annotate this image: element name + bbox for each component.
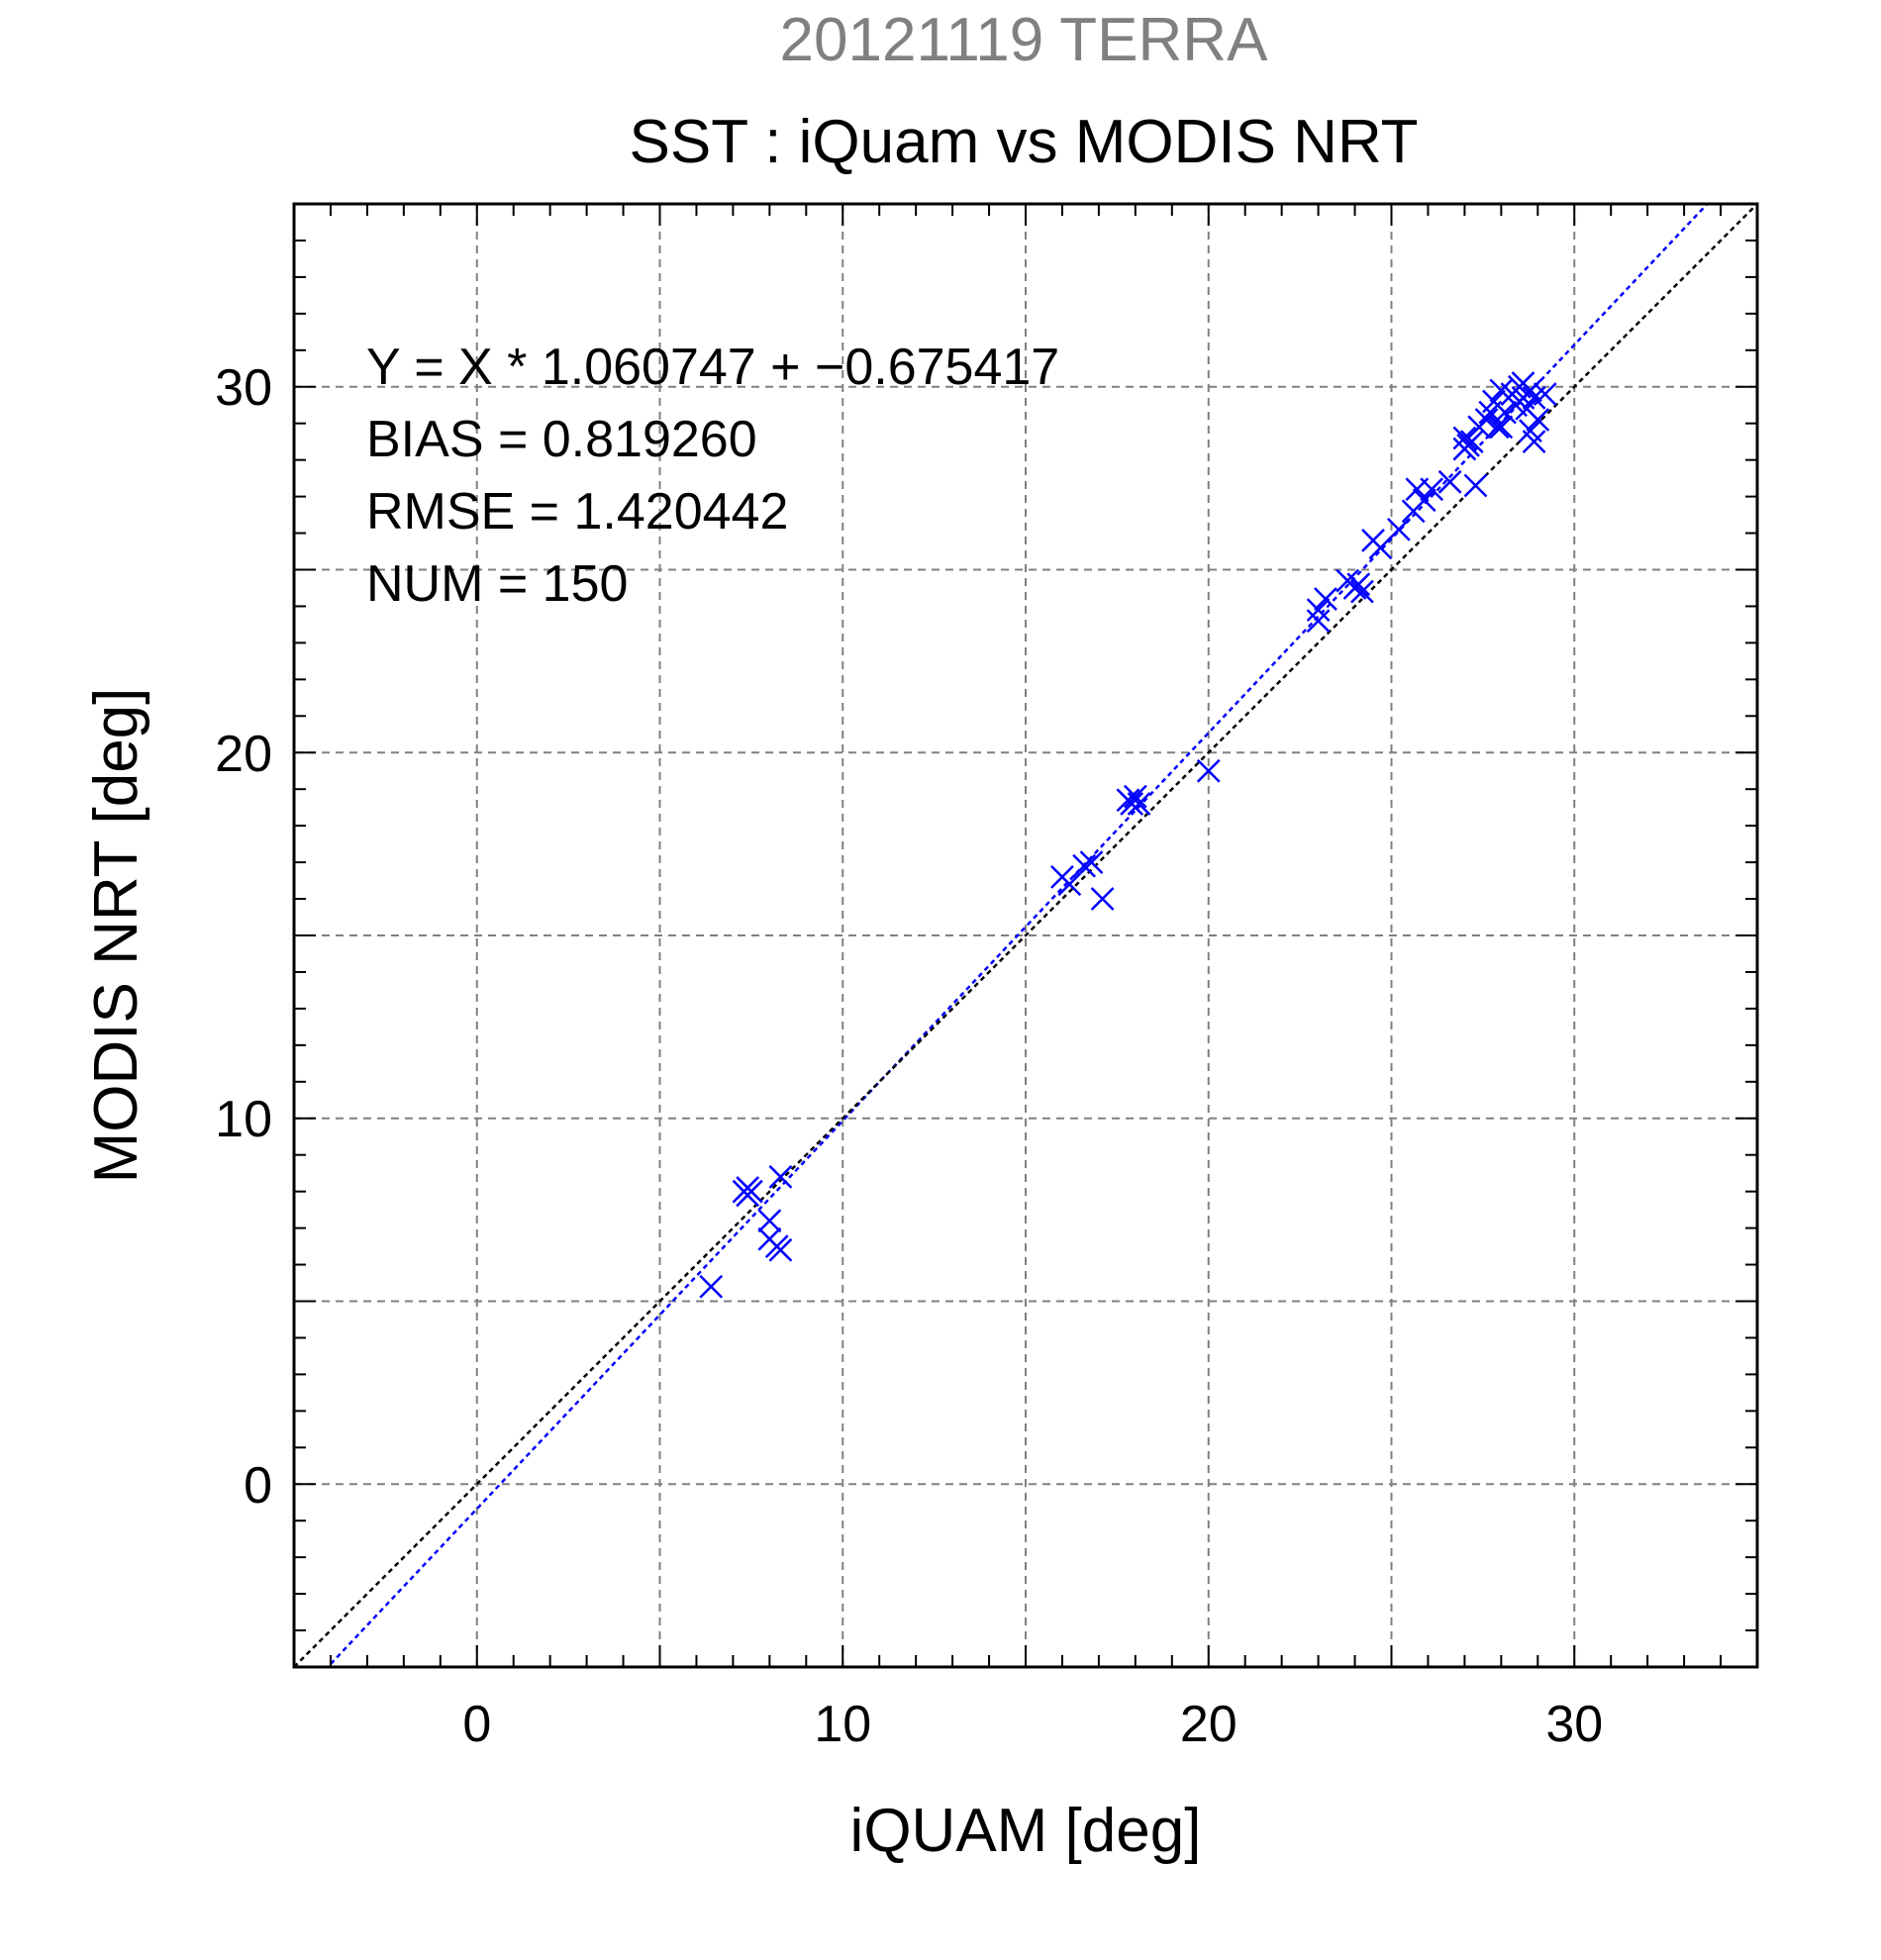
x-tick-label: 0: [462, 1696, 491, 1753]
minor-ticks: [293, 203, 1758, 1668]
stat-bias: BIAS = 0.819260: [366, 411, 757, 468]
x-tick-label: 10: [814, 1696, 871, 1753]
x-tick-label: 20: [1180, 1696, 1238, 1753]
data-point: [1420, 477, 1444, 502]
data-point: [1120, 792, 1144, 816]
y-tick-label: 20: [215, 726, 272, 783]
data-point: [1057, 872, 1082, 897]
data-point: [1485, 415, 1510, 440]
data-point: [1478, 400, 1503, 425]
data-point: [1350, 579, 1374, 604]
data-point: [757, 1209, 782, 1233]
y-tick-label: 30: [215, 359, 272, 417]
x-tick-label: 30: [1545, 1696, 1603, 1753]
data-point: [1368, 536, 1393, 560]
data-point: [736, 1183, 760, 1208]
data-point: [1346, 572, 1371, 597]
data-point: [1511, 371, 1535, 395]
y-tick-labels: 0 10 20 30: [215, 359, 272, 1515]
data-points: [699, 371, 1557, 1299]
data-point: [1412, 488, 1436, 513]
data-point: [1090, 887, 1115, 911]
data-point: [1306, 609, 1331, 634]
data-point: [1079, 850, 1104, 874]
y-tick-label: 0: [244, 1457, 272, 1515]
data-point: [1123, 784, 1147, 809]
data-point: [1474, 408, 1499, 432]
data-point: [1452, 426, 1477, 450]
data-point: [1196, 758, 1221, 783]
chart-title: SST : iQuam vs MODIS NRT: [630, 108, 1419, 176]
y-axis-label: MODIS NRT [deg]: [82, 688, 150, 1184]
x-tick-labels: 0 10 20 30: [462, 1696, 1603, 1753]
data-point: [1437, 469, 1462, 494]
chart-subtitle: 20121119 TERRA: [780, 6, 1269, 74]
stat-num: NUM = 150: [366, 555, 628, 613]
data-point: [1533, 382, 1557, 407]
y-tick-label: 10: [215, 1091, 272, 1148]
identity-line: [294, 204, 1757, 1667]
data-point: [1456, 433, 1480, 457]
stat-rmse: RMSE = 1.420442: [366, 483, 788, 540]
data-point: [768, 1164, 793, 1189]
data-point: [1306, 598, 1331, 623]
stat-equation: Y = X * 1.060747 + −0.675417: [366, 339, 1059, 396]
data-point: [1463, 473, 1488, 498]
data-point: [1072, 853, 1097, 878]
data-point: [1489, 415, 1514, 440]
reference-lines: [294, 204, 1757, 1667]
data-point: [699, 1274, 724, 1299]
data-point: [1526, 408, 1550, 432]
data-point: [1314, 587, 1337, 611]
data-point: [768, 1237, 793, 1262]
stats-annotation: Y = X * 1.060747 + −0.675417 BIAS = 0.81…: [366, 339, 1059, 613]
regression-line: [326, 204, 1710, 1667]
x-axis-label: iQUAM [deg]: [850, 1797, 1202, 1865]
data-point: [1387, 517, 1411, 541]
data-point: [1522, 430, 1546, 454]
data-point: [1127, 792, 1151, 816]
